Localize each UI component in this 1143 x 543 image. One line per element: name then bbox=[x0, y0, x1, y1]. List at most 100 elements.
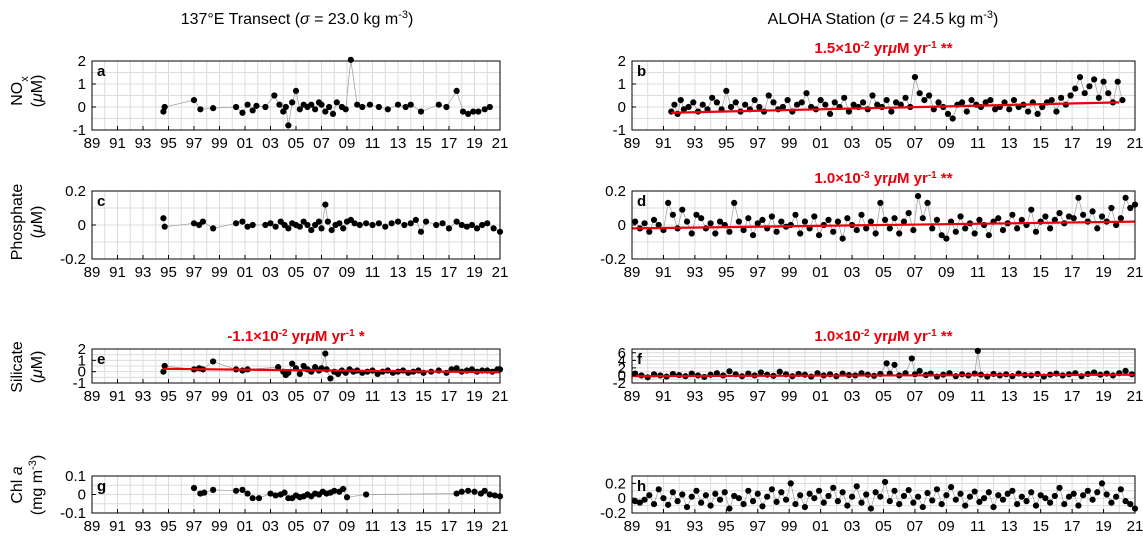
data-point bbox=[374, 370, 381, 378]
data-point bbox=[289, 99, 296, 106]
x-tick-label: 07 bbox=[313, 135, 330, 152]
x-tick-label: 11 bbox=[365, 388, 381, 405]
data-point bbox=[453, 87, 460, 94]
data-point bbox=[742, 101, 749, 108]
data-point bbox=[1006, 106, 1013, 113]
y-tick-label: 0 bbox=[78, 217, 86, 234]
y-tick-label: -1 bbox=[73, 375, 86, 392]
data-point bbox=[1070, 215, 1077, 222]
data-point bbox=[723, 87, 730, 94]
panel-g: -0.10 0.1 89 91 93 95 97 99 01 03 05 07 09 11 13 15 17 19… bbox=[60, 468, 508, 535]
data-point bbox=[486, 491, 493, 498]
data-point bbox=[966, 493, 974, 500]
data-point bbox=[943, 492, 950, 499]
data-point bbox=[458, 488, 465, 495]
data-point bbox=[962, 502, 969, 509]
y-tick-label: -0.2 bbox=[600, 505, 626, 522]
data-point bbox=[751, 97, 758, 104]
panel-letter: f bbox=[637, 351, 643, 368]
trend-label: 1.0×10-2 yrμM yr-1 ** bbox=[814, 328, 952, 346]
x-tick-label: 89 bbox=[84, 264, 101, 281]
data-point bbox=[249, 107, 256, 114]
y-tick-label: -1 bbox=[613, 122, 626, 139]
data-point bbox=[262, 221, 269, 229]
data-point bbox=[271, 92, 278, 99]
x-tick-label: 91 bbox=[655, 518, 672, 535]
data-point bbox=[276, 101, 283, 108]
row-label-line2: (mg m-3) bbox=[27, 455, 46, 515]
data-point bbox=[688, 230, 695, 237]
data-point bbox=[679, 206, 686, 213]
data-point bbox=[665, 501, 672, 508]
data-point bbox=[987, 97, 994, 104]
data-point bbox=[285, 369, 292, 376]
data-point bbox=[1127, 501, 1134, 508]
data-point bbox=[465, 487, 472, 494]
x-tick-label: 19 bbox=[1095, 388, 1112, 405]
data-point bbox=[453, 365, 460, 372]
data-point bbox=[445, 225, 453, 232]
data-point bbox=[267, 220, 274, 227]
data-point bbox=[1056, 210, 1063, 217]
data-point bbox=[453, 218, 460, 225]
x-tick-label: 03 bbox=[262, 518, 279, 535]
data-point bbox=[853, 483, 860, 490]
data-point bbox=[929, 225, 936, 232]
data-point bbox=[834, 218, 842, 225]
data-point bbox=[754, 490, 761, 497]
x-tick-label: 19 bbox=[1095, 135, 1112, 152]
data-point bbox=[646, 228, 653, 235]
data-point bbox=[322, 201, 329, 208]
data-point bbox=[1039, 103, 1046, 111]
y-tick-label: -0.2 bbox=[600, 251, 626, 268]
trend-line bbox=[631, 373, 1136, 378]
data-points bbox=[160, 56, 493, 129]
data-point bbox=[665, 199, 672, 206]
data-point bbox=[811, 213, 818, 220]
data-point bbox=[740, 227, 747, 234]
x-tick-label: 11 bbox=[970, 135, 986, 152]
data-point bbox=[990, 503, 997, 511]
data-point bbox=[677, 97, 684, 104]
data-point bbox=[896, 501, 903, 508]
x-tick-label: 05 bbox=[288, 388, 305, 405]
row-label-1: NOx(μM) bbox=[9, 75, 46, 108]
x-tick-label: 91 bbox=[109, 264, 126, 281]
data-point bbox=[924, 199, 931, 206]
x-tick-label: 05 bbox=[288, 135, 305, 152]
data-point bbox=[210, 225, 217, 232]
x-tick-label: 17 bbox=[441, 388, 458, 405]
data-point bbox=[883, 360, 890, 367]
data-point bbox=[688, 493, 695, 500]
data-point bbox=[304, 221, 311, 229]
x-tick-label: 09 bbox=[339, 388, 356, 405]
x-tick-label: 01 bbox=[812, 518, 829, 535]
data-point bbox=[1010, 97, 1018, 104]
data-point bbox=[1009, 487, 1016, 494]
panel-d: 1.0×10-3 yrμM yr-1 ** -0.2 0 0.2 89 91 93 95 97 9… bbox=[600, 170, 1143, 282]
x-tick-label: 15 bbox=[415, 388, 432, 405]
data-point bbox=[322, 350, 329, 357]
data-point bbox=[759, 503, 766, 510]
data-point bbox=[768, 486, 775, 493]
data-point bbox=[249, 495, 256, 502]
data-point bbox=[336, 220, 343, 227]
data-point bbox=[935, 99, 942, 106]
data-point bbox=[363, 491, 370, 498]
data-point bbox=[995, 215, 1002, 222]
data-point bbox=[817, 97, 824, 104]
data-point bbox=[1058, 94, 1065, 101]
data-point bbox=[947, 484, 955, 491]
data-point bbox=[253, 102, 260, 109]
data-point bbox=[863, 225, 870, 232]
data-point bbox=[201, 489, 208, 496]
data-point bbox=[886, 225, 893, 232]
data-point bbox=[749, 498, 757, 505]
data-point bbox=[995, 492, 1002, 499]
x-tick-label: 95 bbox=[718, 518, 735, 535]
row-label-line1: Chl a bbox=[9, 466, 26, 503]
y-tick-label: 0.2 bbox=[65, 183, 86, 200]
panel-c: -0.2 0 0.2 89 91 93 95 97 99 01 03 05 07 09 11 13 15 17 19… bbox=[60, 183, 508, 281]
data-point bbox=[1105, 90, 1112, 97]
